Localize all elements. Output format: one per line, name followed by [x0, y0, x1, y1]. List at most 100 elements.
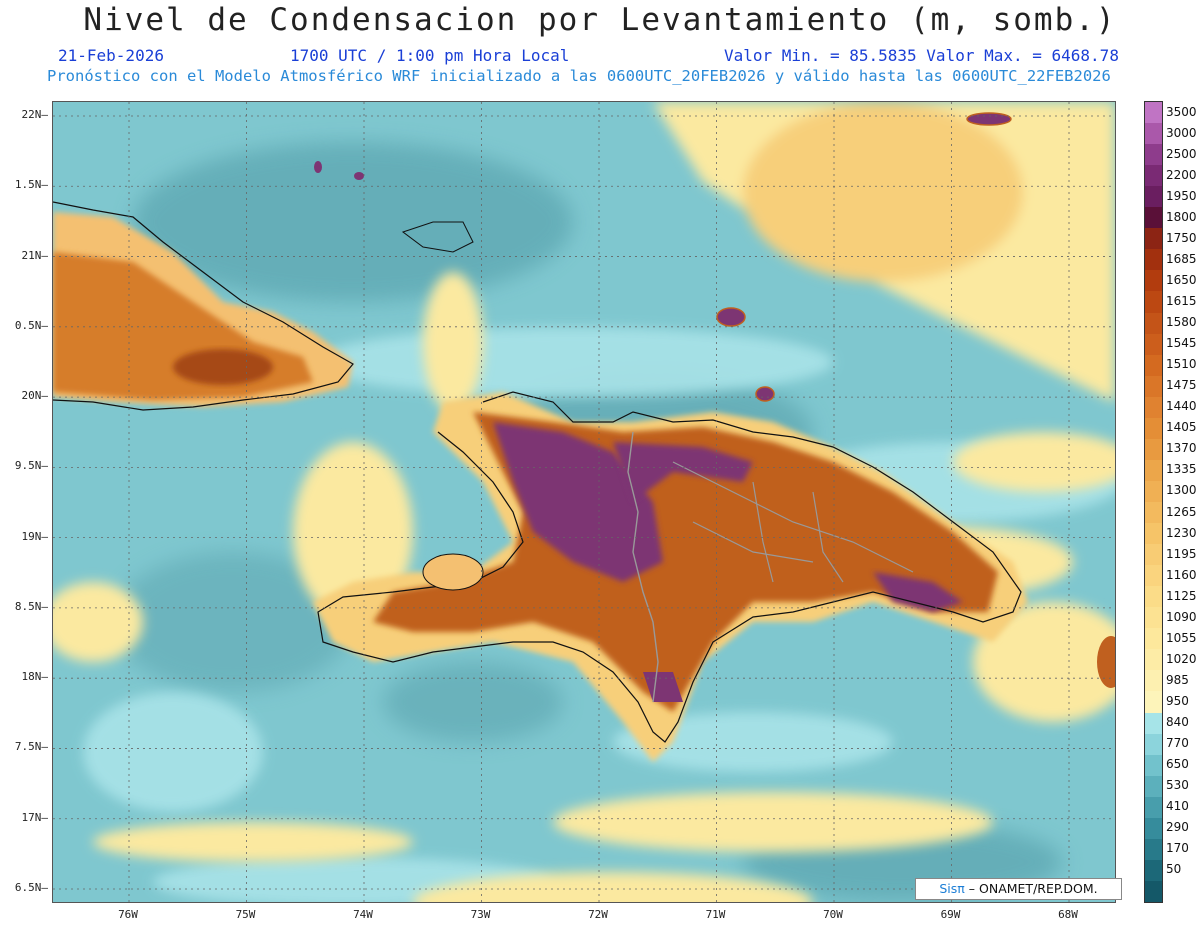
colorbar-swatch: [1145, 649, 1162, 672]
colorbar-label: 1195: [1166, 546, 1197, 561]
colorbar-swatch: [1145, 312, 1162, 335]
colorbar-swatch: [1145, 586, 1162, 609]
longitude-label: 76W: [118, 908, 138, 921]
colorbar-label: 1685: [1166, 251, 1197, 266]
hispaniola-land: [313, 391, 1028, 762]
colorbar-label: 650: [1166, 757, 1189, 772]
colorbar-swatch: [1145, 565, 1162, 588]
colorbar-label: 290: [1166, 820, 1189, 835]
colorbar-swatch: [1145, 186, 1162, 209]
model-info: Pronóstico con el Modelo Atmosférico WRF…: [47, 67, 1111, 85]
colorbar-label: 950: [1166, 694, 1189, 708]
colorbar-label: 3000: [1166, 125, 1197, 140]
forecast-time: 1700 UTC / 1:00 pm Hora Local: [290, 46, 570, 65]
colorbar-swatch: [1145, 712, 1162, 735]
colorbar-swatch: [1145, 691, 1162, 714]
colorbar-swatch: [1145, 123, 1162, 146]
colorbar-swatch: [1145, 207, 1162, 230]
colorbar-swatch: [1145, 628, 1162, 651]
colorbar-label: 1160: [1166, 567, 1197, 582]
colorbar-label: 1405: [1166, 420, 1197, 435]
latitude-label: 7.5N–: [14, 740, 48, 754]
colorbar-swatch: [1145, 249, 1162, 272]
longitude-label: 71W: [705, 908, 726, 921]
credit-prefix: Sisπ: [939, 881, 965, 896]
latitude-label: 18N–: [21, 670, 49, 684]
latitude-label: 0.5N–: [14, 318, 48, 332]
colorbar-label: 1615: [1166, 294, 1197, 308]
longitude-label: 74W: [353, 908, 373, 921]
colorbar-label: 170: [1166, 841, 1189, 856]
small-islands: [314, 112, 1115, 688]
colorbar-label: 1370: [1166, 441, 1197, 456]
colorbar-label: 1090: [1166, 609, 1197, 624]
colorbar-swatch: [1145, 144, 1162, 167]
colorbar-label: 985: [1166, 672, 1189, 687]
longitude-label: 73W: [470, 908, 491, 921]
latitude-label: 21N–: [21, 248, 49, 262]
colorbar-label: 1020: [1166, 651, 1197, 666]
colorbar-swatch: [1145, 838, 1162, 861]
colorbar-swatch: [1145, 480, 1162, 503]
colorbar-label: 840: [1166, 715, 1189, 730]
colorbar-label: 1750: [1166, 230, 1197, 245]
latitude-label: 22N–: [21, 108, 49, 121]
latitude-label: 6.5N–: [14, 881, 48, 894]
latitude-label: 19N–: [21, 529, 49, 543]
colorbar-label: 50: [1166, 862, 1182, 877]
colorbar-label: 2500: [1166, 146, 1197, 161]
colorbar-swatch: [1145, 417, 1162, 440]
latitude-label: 17N–: [21, 810, 49, 824]
colorbar-swatch: [1145, 796, 1162, 819]
colorbar-swatch: [1145, 523, 1162, 546]
colorbar-label: 1335: [1166, 462, 1197, 477]
yellow-regions: [53, 102, 1115, 902]
map-canvas: [53, 102, 1115, 902]
colorbar-label: 3500: [1166, 104, 1197, 119]
colorbar-label: 1300: [1166, 483, 1197, 498]
colorbar-label: 1440: [1166, 399, 1197, 414]
colorbar-swatch: [1145, 670, 1162, 693]
colorbar-label: 1545: [1166, 336, 1197, 351]
colorbar-label: 1950: [1166, 188, 1197, 203]
colorbar-swatch: [1145, 333, 1162, 356]
cuba-land: [53, 201, 354, 411]
credit-box: Sisπ – ONAMET/REP.DOM.: [915, 878, 1122, 900]
colorbar-label: 530: [1166, 778, 1189, 793]
colorbar-swatch: [1145, 375, 1162, 398]
colorbar-label: 410: [1166, 799, 1189, 814]
colorbar-label: 1510: [1166, 357, 1197, 372]
colorbar-label: 1475: [1166, 378, 1197, 393]
colorbar-swatch: [1145, 270, 1162, 293]
longitude-label: 75W: [235, 908, 256, 921]
longitude-label: 69W: [940, 908, 961, 921]
colorbar-swatch: [1145, 228, 1162, 251]
colorbar-label: 1650: [1166, 272, 1197, 287]
colorbar-swatch: [1145, 817, 1162, 840]
colorbar-swatch: [1145, 291, 1162, 314]
colorbar-swatch: [1145, 775, 1162, 798]
colorbar-swatch: [1145, 544, 1162, 567]
latitude-label: 20N–: [21, 389, 49, 403]
coordinate-grid: [53, 102, 1115, 902]
colorbar-swatch: [1145, 607, 1162, 630]
colorbar-label: 1055: [1166, 630, 1197, 645]
credit-text: – ONAMET/REP.DOM.: [968, 881, 1098, 896]
longitude-label: 70W: [823, 908, 843, 921]
latitude-label: 8.5N–: [14, 599, 48, 613]
colorbar-swatch: [1145, 459, 1162, 482]
colorbar-swatch: [1145, 396, 1162, 419]
latitude-label: 9.5N–: [14, 459, 48, 473]
colorbar-label: 2200: [1166, 167, 1197, 182]
colorbar-label: 770: [1166, 736, 1189, 751]
colorbar-swatch: [1145, 102, 1162, 125]
longitude-label: 72W: [588, 908, 608, 921]
colorbar-swatch: [1145, 165, 1162, 188]
forecast-date: 21-Feb-2026: [58, 46, 164, 65]
chart-title: Nivel de Condensacion por Levantamiento …: [83, 2, 1117, 38]
colorbar-label: 1800: [1166, 209, 1197, 224]
value-range: Valor Min. = 85.5835 Valor Max. = 6468.7…: [724, 46, 1119, 65]
colorbar-swatch: [1145, 859, 1162, 882]
colorbar-label: 1125: [1166, 588, 1197, 603]
colorbar-swatch: [1145, 438, 1162, 461]
